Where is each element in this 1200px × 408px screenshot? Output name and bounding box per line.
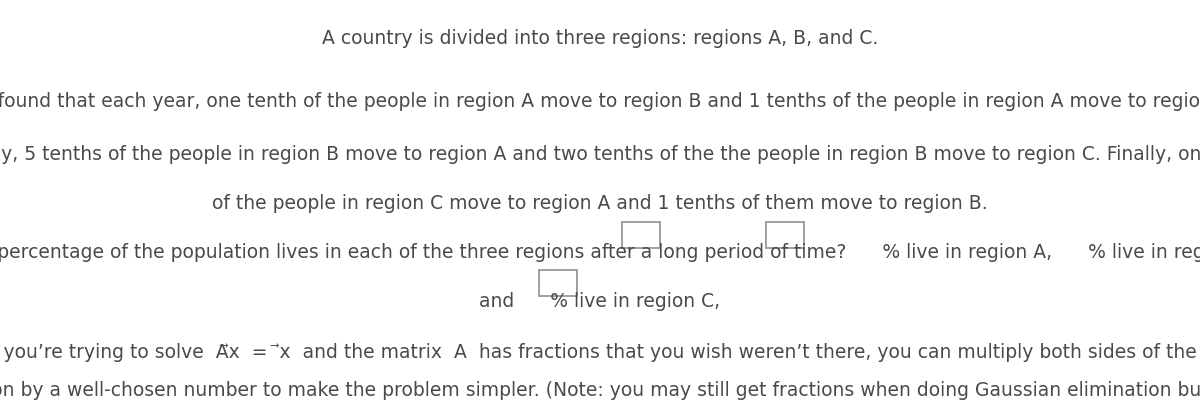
Text: What percentage of the population lives in each of the three regions after a lon: What percentage of the population lives … [0, 243, 1200, 262]
Text: and      % live in region C,: and % live in region C, [480, 292, 720, 311]
Text: equation by a well-chosen number to make the problem simpler. (Note: you may sti: equation by a well-chosen number to make… [0, 381, 1200, 401]
Text: Similarly, 5 tenths of the people in region B move to region A and two tenths of: Similarly, 5 tenths of the people in reg… [0, 145, 1200, 164]
Text: of the people in region C move to region A and 1 tenths of them move to region B: of the people in region C move to region… [212, 194, 988, 213]
Text: Hint: if you’re trying to solve  A⃗x  =  ⃗x  and the matrix  A  has fractions th: Hint: if you’re trying to solve A⃗x = ⃗x… [0, 343, 1200, 362]
FancyBboxPatch shape [766, 222, 804, 248]
FancyBboxPatch shape [539, 270, 577, 296]
FancyBboxPatch shape [622, 222, 660, 248]
Text: A country is divided into three regions: regions A, B, and C.: A country is divided into three regions:… [322, 29, 878, 48]
Text: It’s found that each year, one tenth of the people in region A move to region B : It’s found that each year, one tenth of … [0, 92, 1200, 111]
